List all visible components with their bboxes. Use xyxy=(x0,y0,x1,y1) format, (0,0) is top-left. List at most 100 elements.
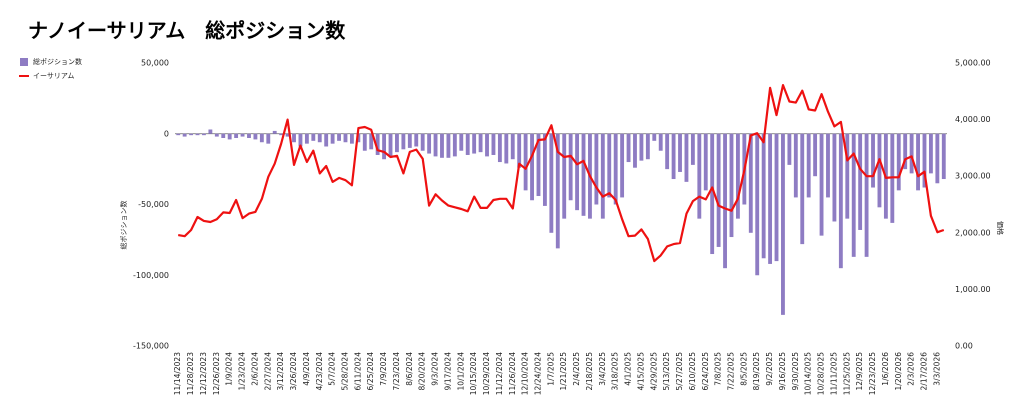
x-tick-label: 10/28/2025 xyxy=(817,352,826,395)
y-tick-label: -100,000 xyxy=(133,271,169,280)
x-tick-label: 3/18/2025 xyxy=(611,352,620,391)
bar xyxy=(427,133,432,154)
x-tick-label: 9/16/2025 xyxy=(778,352,787,391)
bar xyxy=(227,133,232,140)
y2-tick-label: 2,000.00 xyxy=(955,228,991,237)
bar xyxy=(729,133,734,238)
x-tick-label: 7/22/2025 xyxy=(726,352,735,391)
x-tick-label: 7/23/2024 xyxy=(392,352,401,391)
x-tick-label: 3/12/2024 xyxy=(276,352,285,391)
x-tick-label: 12/12/2023 xyxy=(199,352,208,395)
x-tick-label: 12/23/2025 xyxy=(868,352,877,395)
bar xyxy=(349,133,354,144)
bar xyxy=(298,133,303,147)
bar xyxy=(575,133,580,211)
y-tick-label: -50,000 xyxy=(138,200,169,209)
bar xyxy=(594,133,599,205)
x-tick-label: 4/23/2024 xyxy=(315,352,324,391)
x-tick-label: 2/27/2024 xyxy=(263,352,272,391)
bar xyxy=(716,133,721,247)
bar xyxy=(214,133,219,137)
y2-tick-label: 5,000.00 xyxy=(955,59,991,68)
x-tick-label: 6/10/2025 xyxy=(688,352,697,391)
x-tick-label: 9/2/2025 xyxy=(765,352,774,386)
x-tick-label: 5/7/2024 xyxy=(328,352,337,386)
bar xyxy=(800,133,805,245)
bar xyxy=(330,133,335,144)
x-tick-label: 11/11/2025 xyxy=(829,352,838,395)
bar xyxy=(710,133,715,255)
bar xyxy=(491,133,496,155)
bar xyxy=(247,133,251,138)
bar xyxy=(343,133,348,143)
x-tick-label: 7/9/2024 xyxy=(379,352,388,386)
bar xyxy=(395,133,399,153)
bar xyxy=(285,133,290,137)
bar xyxy=(433,133,438,157)
bar xyxy=(459,133,464,151)
x-tick-label: 9/17/2024 xyxy=(443,352,452,391)
bar xyxy=(189,133,194,136)
bar xyxy=(781,133,785,315)
bar xyxy=(497,133,502,163)
bar xyxy=(221,133,226,138)
bar xyxy=(266,133,271,144)
x-tick-label: 4/1/2025 xyxy=(624,352,633,386)
bar xyxy=(388,133,393,157)
bar xyxy=(690,133,695,165)
y-axis-title: 総ポジション数 xyxy=(119,201,128,250)
bar xyxy=(928,133,933,174)
bar xyxy=(935,133,940,184)
bar xyxy=(362,133,367,151)
x-tick-label: 6/25/2024 xyxy=(366,352,375,391)
chart-title: ナノイーサリアム 総ポジション数 xyxy=(28,19,346,43)
bar xyxy=(510,133,515,160)
bar xyxy=(941,133,946,180)
bar xyxy=(813,133,818,177)
bar xyxy=(562,133,567,219)
bar xyxy=(639,133,644,161)
bar xyxy=(613,133,618,205)
x-tick-label: 11/12/2024 xyxy=(495,352,504,395)
bar xyxy=(292,133,296,143)
bar xyxy=(517,133,522,168)
bar xyxy=(858,133,863,230)
bar xyxy=(208,129,213,134)
x-tick-label: 10/29/2024 xyxy=(482,352,491,395)
legend-label: イーサリアム xyxy=(33,72,74,80)
legend-swatch xyxy=(20,58,28,66)
bar xyxy=(761,133,766,259)
x-tick-label: 4/29/2025 xyxy=(649,352,658,391)
x-tick-label: 8/5/2025 xyxy=(739,352,748,386)
bar xyxy=(851,133,856,257)
x-tick-label: 11/25/2025 xyxy=(842,352,851,395)
y2-tick-label: 0.00 xyxy=(955,342,973,351)
x-tick-label: 10/14/2025 xyxy=(804,352,813,395)
bar xyxy=(665,133,670,170)
bar xyxy=(253,133,258,140)
x-tick-label: 12/26/2023 xyxy=(212,352,221,395)
x-tick-label: 5/13/2025 xyxy=(662,352,671,391)
bar xyxy=(504,133,509,164)
x-tick-label: 8/6/2024 xyxy=(405,352,414,386)
bar xyxy=(620,133,625,198)
bar xyxy=(697,133,702,219)
x-tick-label: 6/24/2025 xyxy=(701,352,710,391)
x-tick-label: 11/28/2023 xyxy=(186,352,195,395)
bar xyxy=(755,133,760,276)
bar xyxy=(787,133,792,165)
bar xyxy=(530,133,534,201)
bar xyxy=(871,133,875,188)
bar xyxy=(279,133,284,136)
bar xyxy=(195,133,200,136)
bar xyxy=(542,133,547,206)
bar xyxy=(317,133,322,143)
bar xyxy=(626,133,631,163)
x-tick-label: 9/3/2024 xyxy=(431,352,440,386)
x-tick-label: 10/1/2024 xyxy=(456,352,465,391)
bar xyxy=(819,133,824,236)
bar xyxy=(485,133,489,157)
bar xyxy=(259,133,264,143)
bar xyxy=(182,133,187,137)
bar xyxy=(581,133,586,216)
